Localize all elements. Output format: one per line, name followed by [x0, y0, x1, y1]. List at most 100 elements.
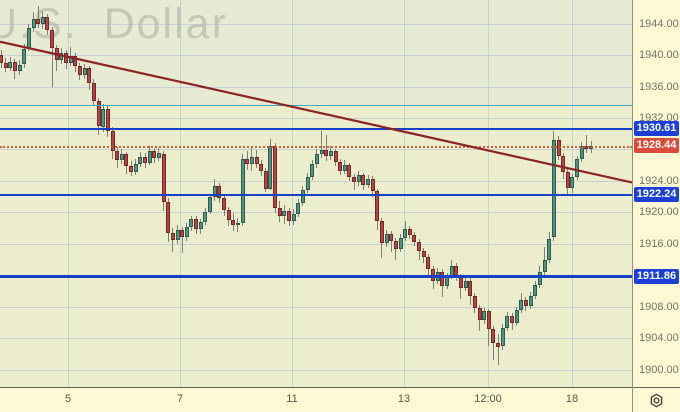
- price-label: 1916.00: [639, 237, 679, 250]
- candle-down: [277, 207, 282, 217]
- candle-up: [119, 154, 124, 161]
- candle-down: [226, 210, 231, 221]
- candle-up: [8, 62, 13, 68]
- candle-down: [36, 18, 41, 25]
- candle-wick: [172, 228, 174, 252]
- price-label: 1936.00: [639, 80, 679, 93]
- candle-up: [189, 219, 194, 227]
- candle-up: [314, 154, 319, 165]
- candle-up: [537, 272, 542, 285]
- price-label: 1900.00: [639, 363, 679, 376]
- candle-up: [366, 178, 371, 185]
- candle-down: [561, 155, 566, 173]
- horizontal-gridline: [0, 149, 632, 151]
- candle-down: [472, 295, 477, 309]
- candle-down: [431, 269, 436, 281]
- candle-down: [510, 316, 515, 324]
- candle-up: [101, 108, 106, 128]
- candle-down: [324, 150, 329, 156]
- candle-wick: [492, 325, 494, 361]
- candle-down: [96, 100, 101, 126]
- candle-down: [370, 178, 375, 192]
- candle-down: [412, 235, 417, 243]
- candle-down: [347, 165, 352, 177]
- candle-up: [384, 234, 389, 244]
- horizontal-line-cyan[interactable]: [0, 104, 632, 107]
- candle-up: [310, 164, 315, 177]
- price-badge-1928.44: 1928.44: [634, 138, 679, 154]
- candle-wick: [390, 231, 392, 253]
- support-resistance-line[interactable]: [0, 193, 632, 196]
- candle-up: [300, 190, 305, 203]
- time-label: 18: [565, 393, 579, 405]
- support-resistance-line[interactable]: [0, 127, 632, 131]
- candle-down: [393, 241, 398, 249]
- candle-down: [523, 299, 528, 306]
- candle-down: [375, 191, 380, 221]
- time-label: 11: [286, 393, 298, 405]
- candle-down: [440, 272, 445, 286]
- candle-up: [198, 221, 203, 229]
- candle-up: [208, 197, 213, 212]
- candle-down: [12, 62, 17, 71]
- candle-down: [217, 186, 222, 199]
- candle-up: [519, 299, 524, 310]
- candle-wick: [181, 226, 183, 254]
- candle-up: [356, 175, 361, 183]
- candle-up: [291, 213, 296, 222]
- candle-down: [115, 151, 120, 161]
- candle-down: [333, 151, 338, 163]
- candle-up: [547, 239, 552, 260]
- candle-up: [138, 156, 143, 164]
- candle-up: [342, 165, 347, 171]
- chart-background-upper: [0, 0, 632, 106]
- candle-wick: [585, 135, 587, 154]
- candle-up: [403, 228, 408, 238]
- candle-up: [570, 176, 575, 188]
- support-resistance-line[interactable]: [0, 275, 632, 278]
- time-axis[interactable]: 5 7 11 13 12:00 18: [0, 388, 632, 412]
- candle-down: [3, 62, 8, 68]
- candle-down: [64, 53, 69, 63]
- candle-wick: [321, 130, 323, 159]
- candle-down: [407, 228, 412, 236]
- candle-down: [180, 229, 185, 237]
- candle-up: [184, 226, 189, 237]
- candle-up: [528, 295, 533, 306]
- candle-up: [505, 316, 510, 328]
- candle-up: [542, 259, 547, 273]
- candle-down: [426, 257, 431, 269]
- time-label: 7: [176, 393, 184, 405]
- candle-down: [50, 29, 55, 48]
- candle-down: [170, 232, 175, 240]
- candle-down: [166, 202, 171, 233]
- price-label: 1920.00: [639, 206, 679, 219]
- price-label: 1904.00: [639, 332, 679, 345]
- candle-up: [551, 140, 556, 237]
- candle-up: [319, 150, 324, 155]
- time-label: 13: [397, 393, 411, 405]
- candle-up: [482, 311, 487, 321]
- price-badge-1911.86: 1911.86: [634, 268, 679, 284]
- price-label: 1944.00: [639, 17, 679, 30]
- horizontal-gridline: [0, 117, 632, 119]
- candle-wick: [237, 217, 239, 233]
- horizontal-gridline: [0, 86, 632, 88]
- candle-down: [245, 158, 250, 165]
- candle-down: [496, 342, 501, 347]
- candle-wick: [37, 6, 39, 29]
- candle-up: [175, 229, 180, 240]
- trendline[interactable]: [0, 0, 632, 388]
- horizontal-gridline: [0, 243, 632, 245]
- axis-vertical-border: [632, 0, 633, 412]
- candle-down: [486, 311, 491, 329]
- candle-wick: [395, 238, 397, 261]
- price-axis[interactable]: 1944.00 1940.00 1936.00 1932.00 1924.00 1920.…: [633, 0, 680, 387]
- candle-up: [575, 158, 580, 177]
- gear-icon: [650, 393, 663, 407]
- candle-down: [389, 234, 394, 242]
- price-scale-settings-button[interactable]: [633, 388, 680, 412]
- candle-up: [147, 151, 152, 163]
- candle-down: [565, 172, 570, 188]
- chart-canvas[interactable]: U.S. Dollar: [0, 0, 632, 388]
